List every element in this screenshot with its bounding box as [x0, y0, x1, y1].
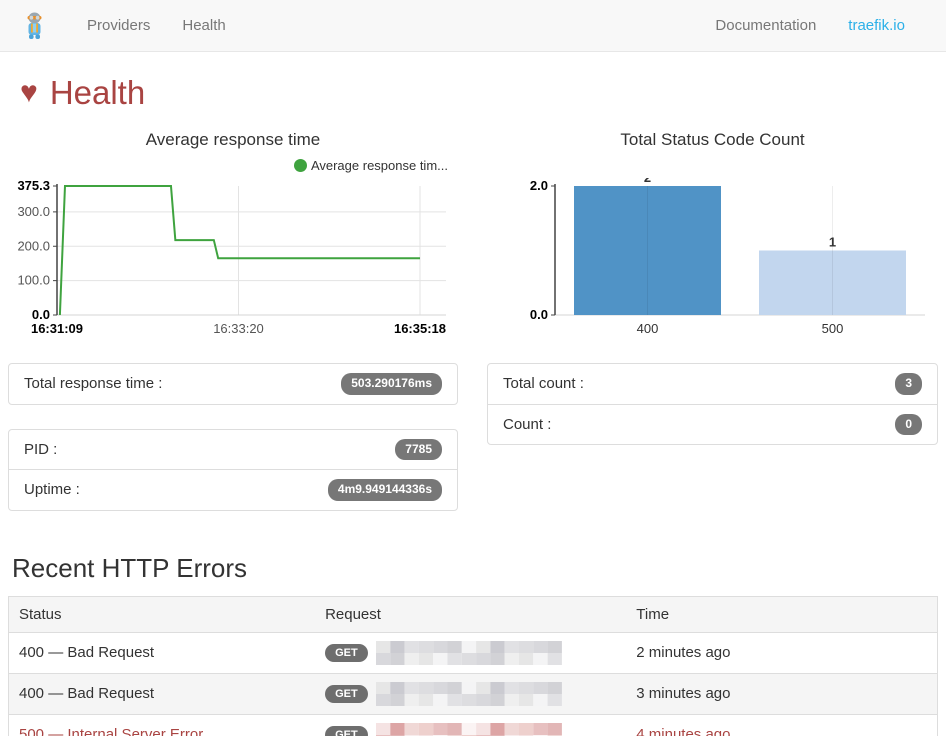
redacted-request-text: [375, 681, 562, 706]
column-header-time: Time: [626, 596, 938, 633]
counts-panel: Total count : 3 Count : 0: [487, 363, 938, 446]
error-request: GET: [315, 672, 627, 715]
error-row: 400 — Bad Request GET 3 minutes ago: [8, 672, 938, 715]
error-time: 3 minutes ago: [626, 672, 938, 715]
svg-text:200.0: 200.0: [17, 238, 50, 253]
avg-response-chart-legend: Average response tim...: [8, 152, 458, 178]
heart-icon: ♥: [20, 76, 38, 109]
charts-row: Average response time Average response t…: [8, 122, 938, 343]
total-response-time-panel: Total response time : 503.290176ms: [8, 363, 458, 405]
error-request: GET: [315, 713, 627, 736]
stats-row: Total response time : 503.290176ms PID :…: [8, 363, 938, 535]
pid-badge: 7785: [395, 438, 442, 461]
error-row: 500 — Internal Server Error GET 4 minutes …: [8, 713, 938, 736]
svg-text:1: 1: [829, 235, 836, 250]
redacted-request-text: [375, 640, 562, 665]
svg-text:0.0: 0.0: [530, 307, 548, 322]
status-code-bar-chart: 2.0 0.0 2 400 1 500: [530, 178, 925, 336]
http-method-badge: GET: [325, 725, 368, 736]
redacted-request-text: [375, 722, 562, 736]
nav-link-traefik-io[interactable]: traefik.io: [848, 17, 905, 34]
avg-response-chart-panel: Average response time Average response t…: [8, 122, 458, 343]
svg-text:375.3: 375.3: [17, 178, 50, 193]
column-header-request: Request: [315, 596, 627, 633]
stat-row-total-count: Total count : 3: [488, 364, 937, 404]
error-status: 400 — Bad Request: [8, 631, 316, 674]
error-request: GET: [315, 631, 627, 674]
recent-http-errors-title: Recent HTTP Errors: [12, 552, 248, 583]
top-navbar: Providers Health Documentation traefik.i…: [0, 0, 946, 52]
status-code-chart-title: Total Status Code Count: [620, 130, 805, 149]
nav-link-providers[interactable]: Providers: [87, 17, 151, 34]
svg-text:2.0: 2.0: [530, 178, 548, 193]
stat-label: Total count :: [503, 375, 584, 393]
stat-label: Count :: [503, 415, 552, 433]
stats-col-left: Total response time : 503.290176ms PID :…: [8, 363, 458, 535]
page-title-text: Health: [49, 74, 146, 111]
count-badge: 0: [895, 413, 922, 436]
stat-row-total-response-time: Total response time : 503.290176ms: [9, 364, 457, 404]
total-count-badge: 3: [895, 373, 922, 395]
error-time: 4 minutes ago: [626, 713, 938, 736]
total-response-time-badge: 503.290176ms: [341, 373, 442, 395]
errors-table: Status Request Time 400 — Bad Request GET…: [8, 595, 938, 736]
svg-text:0.0: 0.0: [32, 307, 50, 322]
error-status: 400 — Bad Request: [8, 672, 316, 715]
avg-response-line-chart: 375.3 300.0 200.0 100.0 0.016:31:09 16:33:20 1…: [17, 178, 446, 336]
svg-text:500: 500: [822, 321, 844, 336]
svg-text:300.0: 300.0: [17, 204, 50, 219]
stat-label: PID :: [24, 440, 58, 458]
error-time: 2 minutes ago: [626, 631, 938, 674]
legend-label: Average response tim...: [310, 157, 448, 173]
svg-text:16:35:18: 16:35:18: [394, 321, 446, 336]
status-code-chart-panel: Total Status Code Count 2.0 0.0 2 400 1 500: [487, 122, 938, 343]
pid-uptime-panel: PID : 7785 Uptime : 4m9.949144336s: [8, 428, 458, 511]
svg-text:400: 400: [637, 321, 659, 336]
svg-text:100.0: 100.0: [17, 273, 50, 288]
http-method-badge: GET: [325, 684, 368, 703]
nav-link-health[interactable]: Health: [182, 17, 226, 34]
stat-label: Uptime :: [24, 481, 80, 499]
column-header-status: Status: [8, 596, 316, 633]
stat-label: Total response time :: [24, 375, 163, 393]
page-title: ♥ Health: [20, 74, 938, 112]
traefik-logo-icon[interactable]: [26, 12, 43, 40]
stat-row-pid: PID : 7785: [9, 430, 457, 470]
error-row: 400 — Bad Request GET 2 minutes ago: [8, 631, 938, 674]
http-method-badge: GET: [325, 643, 368, 662]
nav-link-documentation[interactable]: Documentation: [715, 17, 817, 34]
svg-text:16:31:09: 16:31:09: [31, 321, 83, 336]
legend-dot-icon: [293, 158, 307, 172]
stat-row-count: Count : 0: [488, 403, 937, 445]
uptime-badge: 4m9.949144336s: [327, 479, 442, 501]
chart-spacer: [487, 152, 938, 178]
svg-text:2: 2: [644, 178, 651, 185]
stats-col-right: Total count : 3 Count : 0: [487, 363, 938, 469]
avg-response-chart-title: Average response time: [145, 130, 321, 149]
stat-row-uptime: Uptime : 4m9.949144336s: [9, 469, 457, 510]
error-status: 500 — Internal Server Error: [8, 713, 316, 736]
svg-text:16:33:20: 16:33:20: [213, 321, 264, 336]
errors-table-header-row: Status Request Time: [8, 596, 938, 633]
